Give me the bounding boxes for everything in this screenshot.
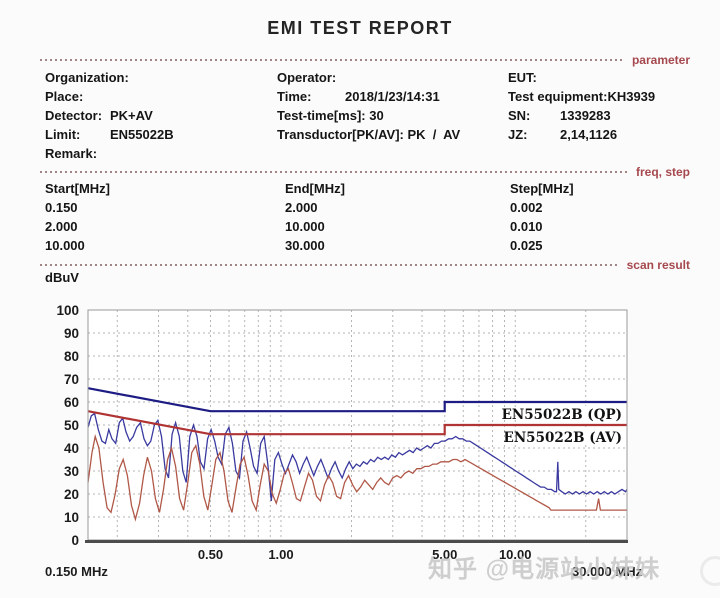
freq-table-cell: 0.010	[510, 219, 543, 234]
parameter-row: Limit: EN55022B	[45, 125, 275, 144]
freq-table-cell: 30.000	[285, 238, 325, 253]
freq-table-cell: 0.025	[510, 238, 543, 253]
svg-text:5.00: 5.00	[432, 547, 457, 562]
parameter-label: Test-time[ms]:	[277, 108, 366, 123]
parameter-label: Transductor[PK/AV]:	[277, 127, 404, 142]
x-tick-labels: 0.50 1.00 5.00 10.00	[198, 547, 532, 562]
parameter-row: Remark:	[45, 144, 275, 163]
page-title: EMI TEST REPORT	[267, 18, 453, 38]
svg-text:70: 70	[64, 372, 79, 387]
svg-text:40: 40	[64, 441, 79, 456]
parameter-column-1: Organization: Place: Detector: PK+AV Limit: E…	[45, 68, 275, 163]
parameter-value: 2,14,1126	[560, 127, 618, 142]
parameter-value: EN55022B	[110, 127, 174, 142]
parameter-value: PK+AV	[110, 108, 153, 123]
svg-text:90: 90	[64, 326, 79, 341]
parameter-label: Detector:	[45, 108, 103, 123]
svg-text:80: 80	[64, 349, 79, 364]
parameter-label: Organization:	[45, 70, 129, 85]
dotted-rule	[40, 171, 629, 173]
legend-en55022b-av-: EN55022B (AV)	[504, 429, 623, 446]
parameter-row: JZ: 2,14,1126	[508, 125, 718, 144]
parameter-label: Time:	[277, 89, 312, 104]
parameter-row: Place:	[45, 87, 275, 106]
freq-table-cell: 0.150	[45, 200, 78, 215]
parameter-column-3: EUT: Test equipment: KH3939 SN: 1339283 JZ: 2,…	[508, 68, 718, 144]
freq-step-table: Start[MHz] End[MHz] Step[MHz] 0.150 2.000 0.0…	[45, 179, 685, 255]
separator-scan-result: scan result	[40, 258, 690, 272]
x-axis-start-label: 0.150 MHz	[45, 564, 108, 579]
trace-av	[87, 433, 627, 522]
svg-text:100: 100	[56, 303, 79, 318]
parameter-label: Operator:	[277, 70, 337, 85]
parameter-row: Transductor[PK/AV]: PK / AV	[277, 125, 507, 144]
parameter-row: Time: 2018/1/23/14:31	[277, 87, 507, 106]
separator-freq-step: freq, step	[40, 165, 690, 179]
svg-text:10: 10	[64, 510, 79, 525]
parameter-row: SN: 1339283	[508, 106, 718, 125]
parameter-row: Test-time[ms]: 30	[277, 106, 507, 125]
parameter-row: Organization:	[45, 68, 275, 87]
trace-pk	[87, 412, 628, 501]
svg-text:0.50: 0.50	[198, 547, 223, 562]
svg-text:0: 0	[71, 533, 79, 548]
separator-parameter: parameter	[40, 53, 690, 67]
parameter-label: SN:	[508, 108, 531, 123]
dotted-rule	[40, 264, 620, 266]
parameter-label: EUT:	[508, 70, 537, 85]
parameter-value: PK / AV	[403, 127, 461, 142]
svg-text:30: 30	[64, 464, 79, 479]
parameter-value: 1339283	[560, 108, 611, 123]
svg-text:60: 60	[64, 395, 79, 410]
dotted-rule	[40, 59, 625, 61]
parameter-label: Limit:	[45, 127, 81, 142]
parameter-value: KH3939	[607, 89, 656, 104]
freq-table-header: Start[MHz]	[45, 181, 110, 196]
parameter-label: Remark:	[45, 146, 98, 161]
zhihu-watermark: 知乎 @电源站小妹妹	[428, 556, 661, 583]
freq-table-cell: 10.000	[285, 219, 325, 234]
svg-text:20: 20	[64, 487, 79, 502]
parameter-column-2: Operator: Time: 2018/1/23/14:31 Test-time[m…	[277, 68, 507, 144]
watermark-logo	[700, 556, 720, 586]
section-label-freq-step: freq, step	[635, 165, 690, 179]
freq-table-cell: 2.000	[285, 200, 318, 215]
parameter-row: Detector: PK+AV	[45, 106, 275, 125]
svg-text:1.00: 1.00	[268, 547, 293, 562]
svg-text:50: 50	[64, 418, 79, 433]
section-label-scan-result: scan result	[626, 258, 690, 272]
x-axis-end-label: 30.000 MHz	[572, 564, 643, 579]
svg-text:EN55022B (QP): EN55022B (QP)	[502, 407, 622, 423]
freq-table-cell: 2.000	[45, 219, 78, 234]
parameter-label: JZ:	[508, 127, 528, 142]
parameter-row: Operator:	[277, 68, 507, 87]
svg-text:10.00: 10.00	[499, 547, 532, 562]
y-axis-unit-label: dBuV	[45, 270, 79, 285]
limit-line-en55022b-qp-	[87, 387, 627, 413]
freq-table-cell: 10.000	[45, 238, 85, 253]
freq-table-header: End[MHz]	[285, 181, 345, 196]
section-label-parameter: parameter	[631, 53, 690, 67]
parameter-row: EUT:	[508, 68, 718, 87]
svg-text:EN55022B (AV): EN55022B (AV)	[504, 430, 622, 446]
parameter-label: Place:	[45, 89, 84, 104]
limit-line-en55022b-av-	[87, 410, 627, 436]
freq-table-header: Step[MHz]	[510, 181, 574, 196]
parameter-row: Test equipment: KH3939	[508, 87, 718, 106]
freq-table-cell: 0.002	[510, 200, 543, 215]
parameter-value: 30	[365, 108, 384, 123]
parameter-value: 2018/1/23/14:31	[345, 89, 440, 104]
legend-en55022b-qp-: EN55022B (QP)	[502, 406, 623, 423]
parameter-label: Test equipment:	[508, 89, 608, 104]
